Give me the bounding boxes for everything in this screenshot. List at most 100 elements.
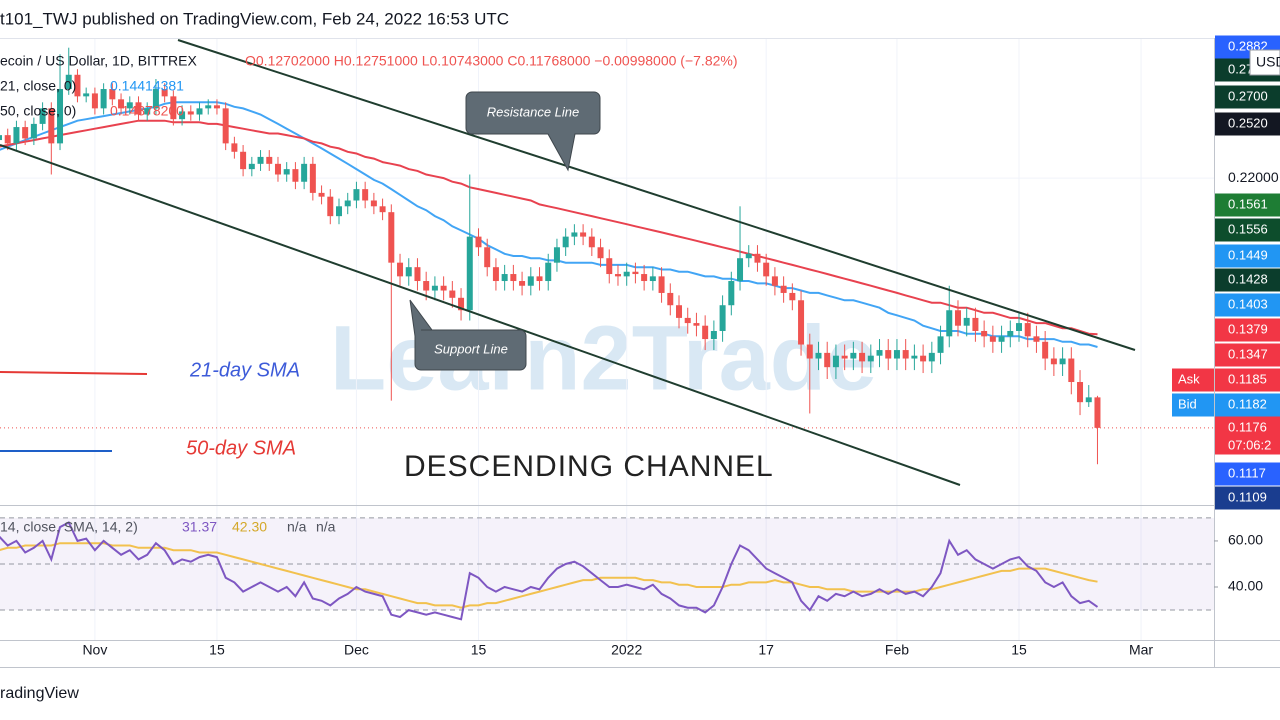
candle-body	[632, 271, 639, 275]
candle-body	[911, 355, 918, 359]
side-tag-label: Ask	[1178, 371, 1200, 386]
candle-body	[597, 247, 604, 259]
price-tag-label: 0.1176	[1228, 419, 1267, 434]
x-tick-label: 15	[471, 642, 487, 658]
candle-body	[501, 274, 508, 282]
plot	[0, 47, 1214, 621]
candle-body	[981, 330, 988, 337]
candle-body	[344, 200, 351, 207]
x-tick-label: 15	[209, 642, 225, 658]
price-tag-label: 0.1556	[1228, 221, 1268, 236]
candle-body	[902, 350, 909, 359]
candle-body	[606, 258, 613, 275]
candle-body	[222, 108, 229, 144]
price-tag	[1215, 193, 1280, 217]
candle-body	[806, 344, 813, 359]
candle-body	[205, 105, 212, 109]
price-tag-label: 0.2520	[1228, 115, 1268, 130]
ohlc: O0.12702000 H0.12751000 L0.10743000 C0.1…	[245, 53, 738, 69]
rsi-legend-value: 31.37	[182, 519, 217, 535]
candle-body	[745, 253, 752, 259]
x-tick-label: Nov	[82, 642, 107, 658]
candle-body	[405, 267, 412, 277]
candle-body	[83, 93, 90, 97]
candle-body	[152, 89, 159, 109]
side-tag	[1172, 368, 1214, 392]
candle-body	[614, 274, 621, 277]
rsi-legend-extra: n/a	[316, 519, 336, 535]
rsi-legend-name: 14, close, SMA, 14, 2)	[0, 519, 138, 535]
sma50-legend-name: 50, close, 0)	[0, 103, 76, 119]
candle-body	[702, 325, 709, 340]
candle-body	[397, 262, 404, 277]
price-tag	[1215, 293, 1280, 317]
candle-body	[972, 317, 979, 331]
candle-body	[100, 89, 107, 109]
candle-body	[353, 189, 360, 201]
rsi-ma-legend-value: 42.30	[232, 519, 267, 535]
frame	[0, 38, 1280, 668]
x-tick-label: 15	[1011, 642, 1027, 658]
price-tag-label: 0.1449	[1228, 247, 1268, 262]
candle-body	[240, 151, 247, 170]
candle-body	[196, 108, 203, 115]
candle-body	[527, 276, 534, 286]
price-tag	[1215, 218, 1280, 242]
candle-body	[39, 108, 46, 124]
candle-body	[588, 236, 595, 248]
candle-body	[362, 189, 369, 201]
candle-body	[91, 93, 98, 109]
symbol: ecoin / US Dollar, 1D, BITTREX	[0, 53, 198, 69]
candle-body	[213, 105, 220, 109]
rsi-legend-extra: n/a	[287, 519, 307, 535]
candle-body	[388, 212, 395, 263]
candle-body	[1050, 358, 1057, 365]
candle-body	[248, 163, 255, 170]
candle-body	[1024, 323, 1031, 337]
candle-body	[126, 102, 133, 109]
candle-body	[623, 271, 630, 277]
price-tag	[1215, 343, 1280, 367]
y-tick-label: 0.22000	[1228, 169, 1279, 185]
candle-body	[928, 352, 935, 362]
candle-body	[4, 135, 11, 144]
candle-body	[553, 247, 560, 263]
candle-body	[292, 169, 299, 182]
y-tick-label: 60.00	[1228, 532, 1263, 548]
candle-body	[379, 206, 386, 213]
candle-body	[65, 74, 72, 90]
candle-body	[946, 310, 953, 337]
side-tag	[1172, 393, 1214, 417]
candle-body	[458, 297, 465, 311]
candle-body	[693, 323, 700, 326]
sma50-legend-value: 0.14878200	[110, 103, 184, 119]
candle-body	[440, 285, 447, 291]
x-tick-label: Dec	[344, 642, 369, 658]
price-tag	[1215, 244, 1280, 268]
candle-body	[815, 352, 822, 359]
candle-body	[449, 290, 456, 298]
candle-body	[492, 267, 499, 282]
candle-body	[789, 292, 796, 301]
price-tag	[1215, 112, 1280, 136]
candle-body	[1016, 323, 1023, 331]
candle-body	[1068, 358, 1075, 383]
resistance-callout	[465, 91, 601, 172]
countdown: 07:06:2	[1228, 437, 1271, 452]
x-tick-label: 2022	[611, 642, 642, 658]
price-tag	[1215, 368, 1280, 392]
price-tag-label: 0.1428	[1228, 271, 1268, 286]
unit-box	[1249, 49, 1280, 76]
candle-body	[763, 262, 770, 277]
price-tag-label: 0.1379	[1228, 321, 1268, 336]
price-tag-label: 0.1117	[1228, 465, 1266, 480]
candle-body	[545, 262, 552, 282]
candle-body	[893, 350, 900, 359]
candle-body	[641, 274, 648, 282]
candle-body	[318, 192, 325, 197]
price-tag-label: 0.1109	[1228, 489, 1267, 504]
price-tag-label: 0.1182	[1228, 396, 1267, 411]
candle-body	[850, 352, 857, 359]
